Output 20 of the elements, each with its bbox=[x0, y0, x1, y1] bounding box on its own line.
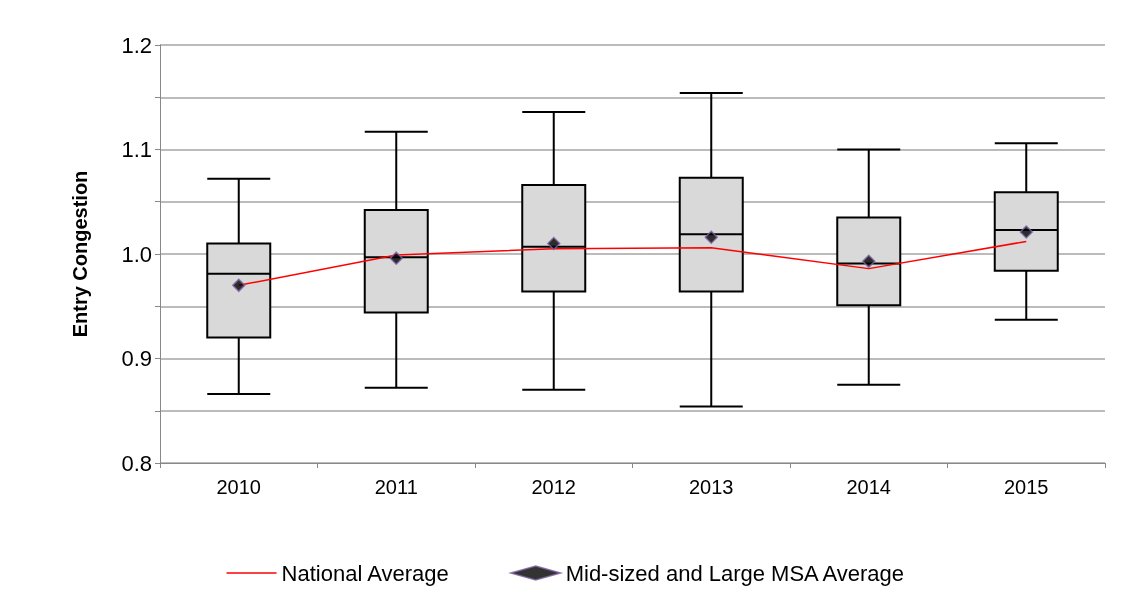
y-tick-label: 1.0 bbox=[121, 241, 152, 267]
y-axis-title: Entry Congestion bbox=[69, 170, 91, 338]
x-tick-label: 2015 bbox=[1004, 476, 1049, 498]
legend-label: Mid-sized and Large MSA Average bbox=[565, 560, 905, 586]
y-tick-label: 0.9 bbox=[121, 346, 152, 371]
legend-label: National Average bbox=[281, 560, 449, 586]
y-tick-label: 1.1 bbox=[121, 137, 152, 162]
point bbox=[1019, 225, 1033, 239]
x-tick-label: 2012 bbox=[531, 476, 576, 498]
y-tick-label: 0.8 bbox=[121, 450, 152, 476]
x-tick-label: 2013 bbox=[689, 476, 734, 498]
point bbox=[547, 236, 561, 251]
point bbox=[389, 251, 403, 265]
point bbox=[862, 254, 876, 269]
point bbox=[704, 230, 718, 245]
point bbox=[232, 278, 246, 293]
x-tick-label: 2014 bbox=[846, 476, 891, 498]
x-tick-label: 2011 bbox=[374, 476, 418, 498]
y-tick-label: 1.2 bbox=[121, 32, 152, 58]
x-tick-label: 2010 bbox=[216, 476, 261, 498]
